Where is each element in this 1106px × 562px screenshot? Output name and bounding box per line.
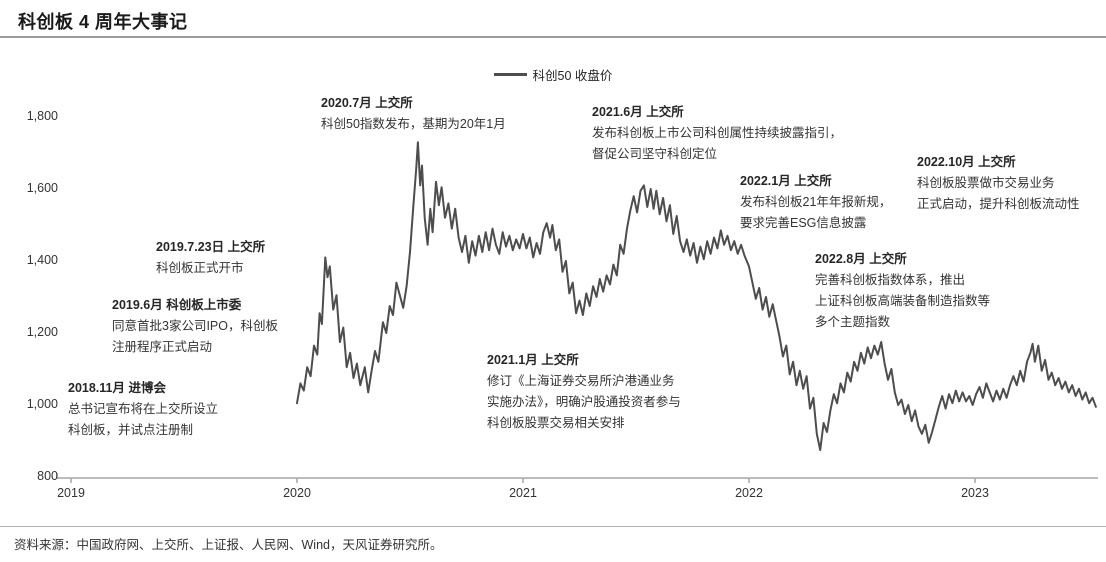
annotation-event-2022-08: 2022.8月 上交所完善科创板指数体系，推出上证科创板高端装备制造指数等 多个主… [815,249,990,333]
annotation-title: 2022.8月 上交所 [815,252,907,266]
annotation-title: 2022.10月 上交所 [917,155,1016,169]
y-tick-label: 800 [37,469,58,483]
annotation-line: 修订《上海证券交易所沪港通业务 [487,374,675,388]
annotation-title: 2022.1月 上交所 [740,174,832,188]
annotation-line: 科创板股票做市交易业务 [917,176,1055,190]
annotation-title: 2019.6月 科创板上市委 [112,298,242,312]
annotation-line: 总书记宣布将在上交所设立 [68,402,219,416]
page-title: 科创板 4 周年大事记 [18,12,188,32]
x-tick-label: 2021 [509,486,537,500]
annotation-event-2022-01: 2022.1月 上交所发布科创板21年年报新规， 要求完善ESG信息披露 [740,171,891,234]
y-tick-label: 1,400 [26,253,58,267]
annotation-line: 上证科创板高端装备制造指数等 [815,294,991,308]
x-tick-label: 2023 [961,486,989,500]
annotation-line: 科创板股票交易相关安排 [487,416,625,430]
annotation-title: 2021.1月 上交所 [487,353,579,367]
x-tick-label: 2022 [735,486,763,500]
source-note: 资料来源：中国政府网、上交所、上证报、人民网、Wind，天风证券研究所。 [14,538,443,552]
annotation-line: 多个主题指数 [815,315,891,329]
annotation-title: 2019.7.23日 上交所 [156,240,266,254]
annotation-line: 科创50指数发布，基期为20年1月 [321,117,506,131]
annotation-event-2021-06: 2021.6月 上交所发布科创板上市公司科创属性持续披露指引， 督促公司坚守科创定… [592,102,842,165]
annotation-line: 实施办法》，明确沪股通投资者参与 [487,395,681,409]
series-line [296,141,1097,451]
annotation-title: 2020.7月 上交所 [321,96,413,110]
annotation-event-2022-10: 2022.10月 上交所科创板股票做市交易业务正式启动，提升科创板流动性 [917,152,1080,215]
x-tick-label: 2020 [283,486,311,500]
legend-label: 科创50 收盘价 [532,69,613,83]
annotation-line: 发布科创板21年年报新规， [740,195,892,209]
annotation-line: 要求完善ESG信息披露 [740,216,867,230]
annotation-line: 科创板正式开市 [156,261,244,275]
annotation-line: 科创板，并试点注册制 [68,423,194,437]
annotation-line: 注册程序正式启动 [112,340,213,354]
annotation-line: 发布科创板上市公司科创属性持续披露指引， [592,126,843,140]
chart-legend: 科创50 收盘价 [0,65,1106,84]
footer-divider [0,526,1106,527]
annotation-title: 2018.11月 进博会 [68,381,166,395]
legend-line-swatch [493,73,527,76]
annotation-event-2020-07: 2020.7月 上交所科创50指数发布，基期为20年1月 [321,93,506,135]
annotation-event-2019-07: 2019.7.23日 上交所 科创板正式开市 [156,237,265,279]
title-divider [0,36,1106,38]
y-tick-label: 1,200 [26,325,58,339]
annotation-event-2018-11: 2018.11月 进博会总书记宣布将在上交所设立 科创板，并试点注册制 [68,378,218,441]
annotation-line: 同意首批3家公司IPO，科创板 [112,319,278,333]
y-tick-label: 1,000 [26,397,58,411]
annotation-title: 2021.6月 上交所 [592,105,684,119]
annotation-line: 完善科创板指数体系，推出 [815,273,966,287]
annotation-event-2019-06: 2019.6月 科创板上市委同意首批3家公司IPO，科创板 注册程序正式启动 [112,295,278,358]
y-tick-label: 1,600 [26,181,58,195]
x-tick-label: 2019 [57,486,85,500]
annotation-line: 督促公司坚守科创定位 [592,147,718,161]
annotation-line: 正式启动，提升科创板流动性 [917,197,1080,211]
y-tick-label: 1,800 [26,109,58,123]
annotation-event-2021-01: 2021.1月 上交所修订《上海证券交易所沪港通业务 实施办法》，明确沪股通投资者… [487,350,681,434]
